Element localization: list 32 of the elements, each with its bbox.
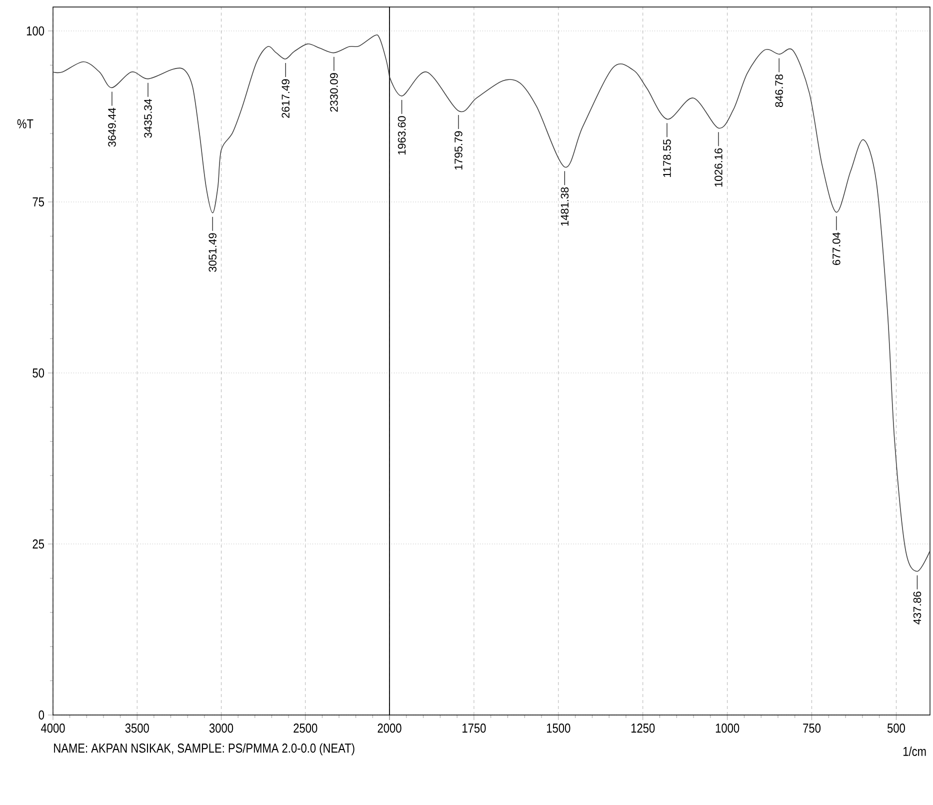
x-tick-label: 3500 xyxy=(125,724,149,733)
annotation: 846.78 xyxy=(775,74,783,108)
x-tick-label: 1500 xyxy=(547,724,570,733)
y-tick-label: 0 xyxy=(38,710,44,720)
x-tick-label: 2000 xyxy=(378,724,402,733)
annotation: 1026.16 xyxy=(714,148,722,187)
x-tick-label: 1000 xyxy=(716,724,740,733)
y-tick-label: 100 xyxy=(26,26,44,36)
y-tick-label: 25 xyxy=(32,539,44,549)
annotation: 3649.44 xyxy=(108,108,116,147)
x-tick-label: 500 xyxy=(887,724,905,733)
annotation: 2330.09 xyxy=(330,73,338,112)
text: NAME: AKPAN NSIKAK, SAMPLE: PS/PMMA 2.0-0.0 (NEAT) xyxy=(54,743,354,756)
annotation: 1178.55 xyxy=(663,139,671,177)
annotation: 3435.34 xyxy=(144,98,152,138)
y-axis-title: %T xyxy=(17,119,34,128)
x-tick-label: 2500 xyxy=(294,724,318,733)
annotation: 677.04 xyxy=(832,232,840,265)
annotation: 1795.79 xyxy=(454,131,462,170)
annotation: 3051.49 xyxy=(208,233,216,272)
x-tick-label: 1250 xyxy=(631,724,655,733)
x-tick-label: 4000 xyxy=(41,724,65,733)
annotation: 437.86 xyxy=(913,592,922,624)
annotation: 1481.38 xyxy=(560,187,569,226)
x-axis-title: 1/cm xyxy=(903,746,926,756)
x-tick-label: 3000 xyxy=(209,724,234,733)
annotation: 1963.60 xyxy=(398,116,406,155)
x-tick-label: 1750 xyxy=(462,724,486,733)
y-tick-label: 50 xyxy=(32,368,44,378)
x-tick-label: 750 xyxy=(803,724,821,733)
annotation: 2617.49 xyxy=(282,79,290,118)
y-tick-label: 75 xyxy=(32,197,44,206)
